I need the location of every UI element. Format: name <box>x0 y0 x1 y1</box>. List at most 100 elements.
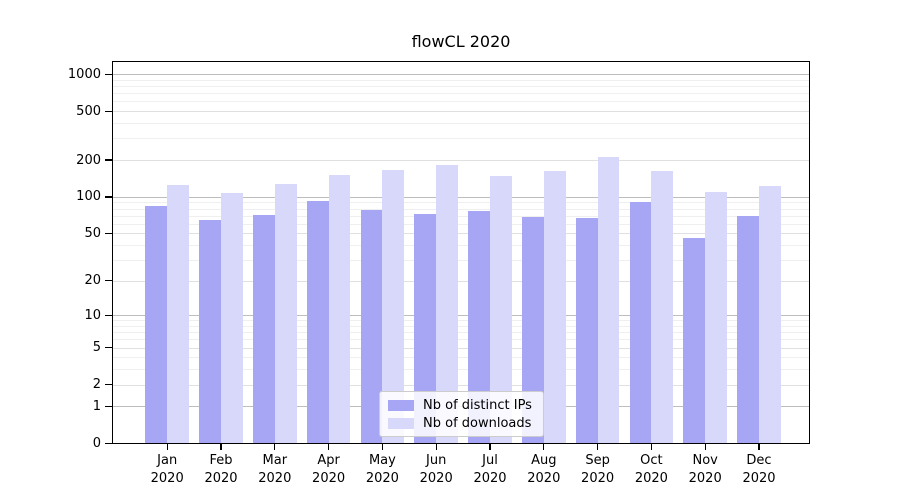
bar-sep-distinct-ips <box>575 217 598 444</box>
x-tick-mark <box>220 444 222 450</box>
y-tick-mark <box>105 196 112 198</box>
gridline-major <box>112 111 810 113</box>
y-tick-mark <box>105 442 112 445</box>
bar-aug-downloads <box>543 170 566 444</box>
gridline-major <box>112 233 810 235</box>
x-tick-mark <box>381 444 384 450</box>
x-tick-mark <box>166 444 168 450</box>
x-tick-mark <box>596 444 599 450</box>
bar-may-downloads <box>382 169 405 444</box>
legend-swatch-distinct-ips-icon <box>388 399 414 411</box>
gridline-major <box>112 196 810 198</box>
x-tick-mark <box>435 444 437 450</box>
gridline-minor <box>112 320 810 322</box>
y-tick-label: 2 <box>92 377 101 393</box>
gridline-minor <box>112 245 810 246</box>
bar-oct-distinct-ips <box>629 202 652 444</box>
y-tick-mark <box>105 280 112 282</box>
y-tick-label: 100 <box>76 189 101 205</box>
bar-apr-distinct-ips <box>306 201 329 444</box>
gridline-major <box>112 347 810 349</box>
x-tick-label: Nov 2020 <box>688 453 722 486</box>
gridline-minor <box>112 93 810 95</box>
gridline-minor <box>112 223 810 225</box>
bar-feb-downloads <box>221 193 243 444</box>
gridline-minor <box>112 357 810 359</box>
bar-dec-downloads <box>759 186 781 444</box>
gridline-major <box>112 280 810 282</box>
y-tick-mark <box>105 110 112 112</box>
y-tick-mark <box>105 405 112 408</box>
bar-aug-distinct-ips <box>522 217 544 444</box>
y-tick-label: 500 <box>76 103 101 119</box>
legend-item-distinct-ips: Nb of distinct IPs <box>388 398 535 413</box>
y-tick-label: 10 <box>84 307 101 323</box>
gridline-major <box>112 384 810 386</box>
chart-title: flowCL 2020 <box>411 32 511 51</box>
y-tick-label: 1 <box>92 398 101 414</box>
bar-jun-distinct-ips <box>414 214 437 444</box>
legend-item-downloads: Nb of downloads <box>388 416 535 431</box>
gridline-minor <box>112 215 810 217</box>
bar-dec-distinct-ips <box>737 215 759 444</box>
x-tick-mark <box>704 444 706 450</box>
x-tick-label: Apr 2020 <box>312 453 346 486</box>
y-tick-label: 20 <box>84 273 101 289</box>
gridline-minor <box>112 339 810 341</box>
legend-swatch-downloads-icon <box>388 417 414 429</box>
y-tick-mark <box>105 159 112 161</box>
x-tick-label: Jul 2020 <box>473 453 507 486</box>
bar-mar-downloads <box>274 184 297 444</box>
gridline-minor <box>112 202 810 204</box>
bar-jan-distinct-ips <box>145 206 168 444</box>
gridline-minor <box>112 101 810 103</box>
y-tick-label: 5 <box>92 340 101 356</box>
y-tick-label: 200 <box>76 152 101 168</box>
y-tick-mark <box>105 314 112 317</box>
gridline-minor <box>112 259 810 261</box>
x-tick-label: Jan 2020 <box>150 453 184 486</box>
x-tick-mark <box>489 444 491 450</box>
y-tick-mark <box>105 347 112 349</box>
bar-may-distinct-ips <box>360 209 383 444</box>
x-tick-label: May 2020 <box>365 453 399 486</box>
x-tick-label: Feb 2020 <box>204 453 238 486</box>
bar-oct-downloads <box>651 171 674 444</box>
bar-mar-distinct-ips <box>253 214 275 444</box>
x-tick-mark <box>543 444 545 450</box>
gridline-minor <box>112 326 810 328</box>
y-tick-mark <box>105 232 112 235</box>
x-tick-mark <box>650 444 653 450</box>
gridline-minor <box>112 208 810 210</box>
bar-nov-downloads <box>705 191 727 444</box>
bar-jul-distinct-ips <box>468 210 490 444</box>
legend-label-downloads: Nb of downloads <box>423 415 532 431</box>
gridline-minor <box>112 79 810 81</box>
gridline-minor <box>112 123 810 125</box>
x-tick-mark <box>274 444 276 450</box>
x-tick-label: Aug 2020 <box>527 453 561 486</box>
gridline-minor <box>112 332 810 334</box>
bar-feb-distinct-ips <box>199 219 221 444</box>
y-tick-mark <box>105 73 112 75</box>
gridline-major <box>112 160 810 162</box>
gridline-minor <box>112 138 810 140</box>
x-tick-label: Oct 2020 <box>634 453 668 486</box>
x-tick-label: Dec 2020 <box>742 453 776 486</box>
x-tick-mark <box>327 444 330 450</box>
bar-sep-downloads <box>597 157 620 444</box>
gridline-minor <box>112 369 810 371</box>
legend-label-distinct-ips: Nb of distinct IPs <box>423 397 532 413</box>
x-tick-mark <box>758 444 760 450</box>
x-tick-label: Jun 2020 <box>419 453 453 486</box>
x-tick-label: Sep 2020 <box>581 453 615 486</box>
x-tick-label: Mar 2020 <box>258 453 292 486</box>
bar-jun-downloads <box>436 165 458 444</box>
bar-nov-distinct-ips <box>683 237 706 444</box>
gridline-major <box>112 315 810 317</box>
bar-jul-downloads <box>490 175 512 444</box>
y-tick-label: 1000 <box>67 66 101 82</box>
y-tick-mark <box>105 384 112 386</box>
gridline-minor <box>112 86 810 88</box>
